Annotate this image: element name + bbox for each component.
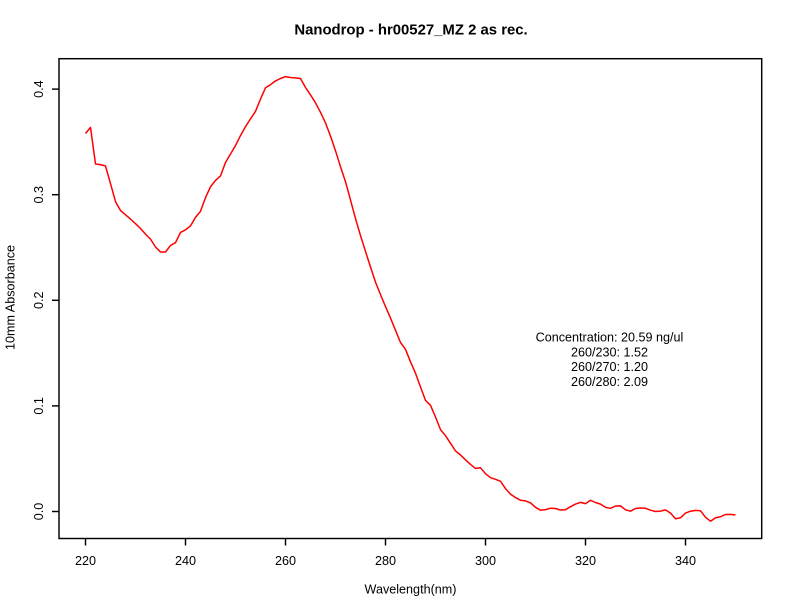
svg-text:Concentration: 20.59 ng/ul: Concentration: 20.59 ng/ul [536,331,684,345]
svg-text:0.2: 0.2 [32,292,46,310]
svg-text:300: 300 [475,554,496,568]
svg-text:10mm Absorbance: 10mm Absorbance [4,245,18,350]
svg-text:260/270: 1.20: 260/270: 1.20 [571,360,648,374]
svg-text:220: 220 [75,554,96,568]
svg-text:320: 320 [575,554,596,568]
svg-text:0.1: 0.1 [32,397,46,415]
svg-text:Wavelength(nm): Wavelength(nm) [365,583,457,597]
svg-text:0.4: 0.4 [32,80,46,98]
svg-text:340: 340 [675,554,696,568]
svg-text:260/230: 1.52: 260/230: 1.52 [571,345,648,359]
svg-text:0.3: 0.3 [32,186,46,204]
svg-text:0.0: 0.0 [32,503,46,521]
svg-text:280: 280 [375,554,396,568]
svg-text:Nanodrop - hr00527_MZ 2 as rec: Nanodrop - hr00527_MZ 2 as rec. [294,23,527,39]
svg-text:240: 240 [175,554,196,568]
svg-text:260/280: 2.09: 260/280: 2.09 [571,375,648,389]
svg-text:260: 260 [275,554,296,568]
